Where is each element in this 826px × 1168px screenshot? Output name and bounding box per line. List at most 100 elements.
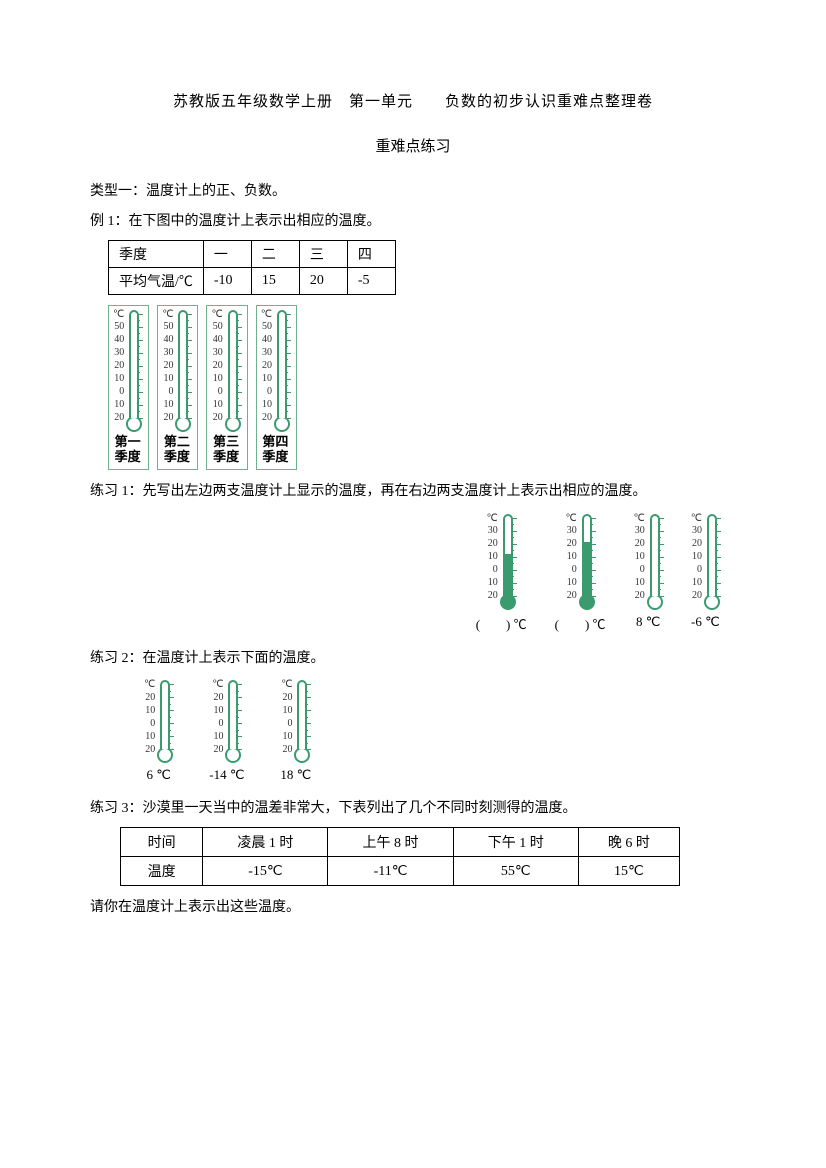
scale-tick: 0 [218, 717, 223, 730]
unit-label: ℃ [144, 680, 155, 690]
thermometer: ℃30201001020( ) ℃ [472, 510, 533, 637]
scale-tick: 20 [567, 590, 577, 603]
cell: -11℃ [328, 857, 453, 886]
table-row: 季度 一 二 三 四 [109, 240, 396, 267]
scale-tick: 0 [572, 564, 577, 577]
scale-tick: 30 [692, 525, 702, 538]
thermometer: ℃201001020-14 ℃ [205, 676, 250, 787]
thermo-row-practice2: ℃2010010206 ℃℃201001020-14 ℃℃20100102018… [140, 676, 736, 787]
thermometer: ℃504030201001020第一季度 [108, 305, 149, 470]
scale-tick: 10 [213, 704, 223, 717]
scale-tick: 20 [213, 412, 223, 425]
unit-label: ℃ [691, 514, 702, 524]
table-row: 温度 -15℃ -11℃ 55℃ 15℃ [121, 857, 680, 886]
scale-tick: 10 [635, 551, 645, 564]
scale-tick: 20 [213, 360, 223, 373]
unit-label: ℃ [212, 680, 223, 690]
practice2-text: 练习 2：在温度计上表示下面的温度。 [90, 647, 736, 671]
scale-tick: 10 [163, 373, 173, 386]
thermometer-caption: ( ) ℃ [476, 614, 527, 633]
scale-tick: 30 [567, 525, 577, 538]
scale-tick: 20 [114, 360, 124, 373]
scale-tick: 20 [262, 412, 272, 425]
scale-tick: 10 [567, 551, 577, 564]
cell: 晚 6 时 [578, 828, 679, 857]
cell: 15 [251, 267, 299, 294]
cell: 上午 8 时 [328, 828, 453, 857]
scale-tick: 0 [119, 386, 124, 399]
scale-tick: 30 [488, 525, 498, 538]
thermometer: ℃20100102018 ℃ [276, 676, 317, 787]
cell: 三 [299, 240, 347, 267]
scale-tick: 20 [213, 743, 223, 756]
unit-label: ℃ [162, 310, 173, 320]
scale-tick: 10 [567, 577, 577, 590]
scale-tick: 0 [640, 564, 645, 577]
scale-tick: 0 [493, 564, 498, 577]
scale-tick: 0 [287, 717, 292, 730]
scale-tick: 20 [488, 590, 498, 603]
scale-tick: 20 [692, 590, 702, 603]
thermometer: ℃504030201001020第四季度 [256, 305, 297, 470]
scale-tick: 30 [213, 347, 223, 360]
scale-tick: 20 [488, 538, 498, 551]
thermometer: ℃30201001020-6 ℃ [687, 510, 726, 637]
thermo-row-practice1: ℃30201001020( ) ℃℃30201001020( ) ℃℃30201… [108, 510, 736, 637]
thermometer-caption: 第四季度 [262, 434, 288, 465]
thermometer-caption: 第二季度 [164, 434, 190, 465]
thermometer-caption: 第三季度 [213, 434, 239, 465]
page-subtitle: 重难点练习 [90, 135, 736, 156]
scale-tick: 10 [635, 577, 645, 590]
type1-heading: 类型一：温度计上的正、负数。 [90, 180, 736, 204]
scale-tick: 30 [262, 347, 272, 360]
cell: 温度 [121, 857, 203, 886]
scale-tick: 0 [218, 386, 223, 399]
scale-tick: 20 [114, 412, 124, 425]
practice3-tail: 请你在温度计上表示出这些温度。 [90, 896, 736, 920]
scale-tick: 20 [145, 691, 155, 704]
scale-tick: 20 [282, 743, 292, 756]
scale-tick: 40 [163, 334, 173, 347]
scale-tick: 10 [145, 730, 155, 743]
scale-tick: 50 [262, 321, 272, 334]
cell: -15℃ [203, 857, 328, 886]
scale-tick: 20 [567, 538, 577, 551]
thermometer-caption: ( ) ℃ [555, 614, 606, 633]
scale-tick: 10 [262, 399, 272, 412]
practice1-text: 练习 1：先写出左边两支温度计上显示的温度，再在右边两支温度计上表示出相应的温度… [90, 480, 736, 504]
thermometer-caption: 8 ℃ [636, 614, 660, 630]
unit-label: ℃ [565, 514, 576, 524]
table-row: 时间 凌晨 1 时 上午 8 时 下午 1 时 晚 6 时 [121, 828, 680, 857]
thermometer: ℃504030201001020第二季度 [157, 305, 198, 470]
cell: 一 [203, 240, 251, 267]
scale-tick: 20 [213, 691, 223, 704]
table-quarter-temp: 季度 一 二 三 四 平均气温/℃ -10 15 20 -5 [108, 240, 396, 295]
thermometer-caption: 6 ℃ [146, 767, 170, 783]
thermometer: ℃504030201001020第三季度 [206, 305, 247, 470]
scale-tick: 20 [163, 412, 173, 425]
scale-tick: 0 [267, 386, 272, 399]
unit-label: ℃ [281, 680, 292, 690]
scale-tick: 0 [168, 386, 173, 399]
cell: 55℃ [453, 857, 578, 886]
scale-tick: 0 [697, 564, 702, 577]
scale-tick: 20 [262, 360, 272, 373]
thermometer-caption: 18 ℃ [280, 767, 311, 783]
scale-tick: 10 [282, 704, 292, 717]
scale-tick: 50 [114, 321, 124, 334]
page-title: 苏教版五年级数学上册 第一单元 负数的初步认识重难点整理卷 [90, 90, 736, 111]
cell: 15℃ [578, 857, 679, 886]
practice3-text: 练习 3：沙漠里一天当中的温差非常大，下表列出了几个不同时刻测得的温度。 [90, 797, 736, 821]
scale-tick: 50 [213, 321, 223, 334]
thermometer: ℃30201001020( ) ℃ [551, 510, 612, 637]
table-row: 平均气温/℃ -10 15 20 -5 [109, 267, 396, 294]
unit-label: ℃ [113, 310, 124, 320]
scale-tick: 20 [635, 590, 645, 603]
cell: 20 [299, 267, 347, 294]
thermometer-caption: -6 ℃ [691, 614, 720, 630]
unit-label: ℃ [261, 310, 272, 320]
scale-tick: 10 [213, 730, 223, 743]
scale-tick: 20 [692, 538, 702, 551]
scale-tick: 10 [262, 373, 272, 386]
cell: 平均气温/℃ [109, 267, 204, 294]
